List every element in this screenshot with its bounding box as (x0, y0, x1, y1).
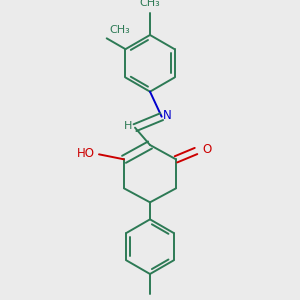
Text: H: H (124, 121, 133, 131)
Text: N: N (163, 109, 172, 122)
Text: HO: HO (77, 147, 95, 160)
Text: O: O (202, 143, 211, 157)
Text: CH₃: CH₃ (140, 0, 160, 8)
Text: CH₃: CH₃ (110, 25, 130, 35)
